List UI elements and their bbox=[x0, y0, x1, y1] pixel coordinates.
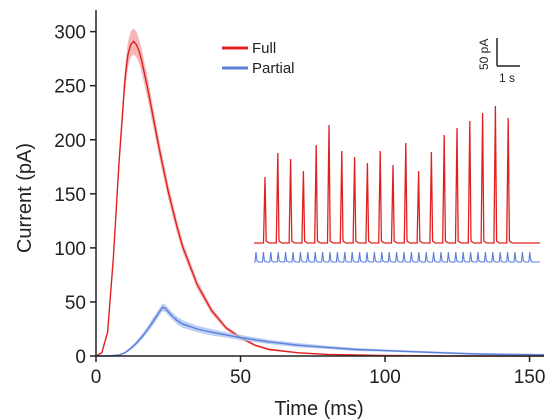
series-line-full bbox=[95, 40, 544, 357]
x-tick-label-50: 50 bbox=[230, 367, 251, 388]
scale-bar-y-label: 50 pA bbox=[477, 39, 491, 70]
inset-scale-bar: 50 pA 1 s bbox=[477, 38, 520, 85]
series-line-partial bbox=[96, 306, 545, 357]
legend: Full Partial bbox=[222, 40, 295, 77]
x-tick-label-100: 100 bbox=[369, 367, 401, 388]
y-tick-label-50: 50 bbox=[65, 293, 86, 314]
legend-label-full: Full bbox=[252, 40, 276, 57]
y-tick-label-0: 0 bbox=[75, 347, 86, 368]
inset-trace: 50 pA 1 s bbox=[254, 38, 540, 263]
inset-partial-trace bbox=[254, 251, 540, 263]
y-tick-label-250: 250 bbox=[54, 77, 86, 98]
inset-full-trace bbox=[254, 105, 540, 244]
plot-area bbox=[95, 28, 545, 357]
series-band-full bbox=[96, 28, 544, 357]
y-axis-title: Current (pA) bbox=[14, 143, 36, 253]
y-tick-label-150: 150 bbox=[54, 185, 86, 206]
y-tick-label-100: 100 bbox=[54, 239, 86, 260]
y-tick-label-200: 200 bbox=[54, 131, 86, 152]
series-band-partial bbox=[96, 303, 544, 356]
axes: 0 50 100 150 0 50 100 150 200 250 300 bbox=[54, 10, 545, 388]
x-tick-label-0: 0 bbox=[91, 367, 102, 388]
legend-label-partial: Partial bbox=[252, 60, 295, 77]
y-tick-label-300: 300 bbox=[54, 23, 86, 44]
scale-bar-x-label: 1 s bbox=[499, 71, 515, 85]
x-tick-label-150: 150 bbox=[514, 367, 546, 388]
x-axis-title: Time (ms) bbox=[274, 398, 363, 420]
